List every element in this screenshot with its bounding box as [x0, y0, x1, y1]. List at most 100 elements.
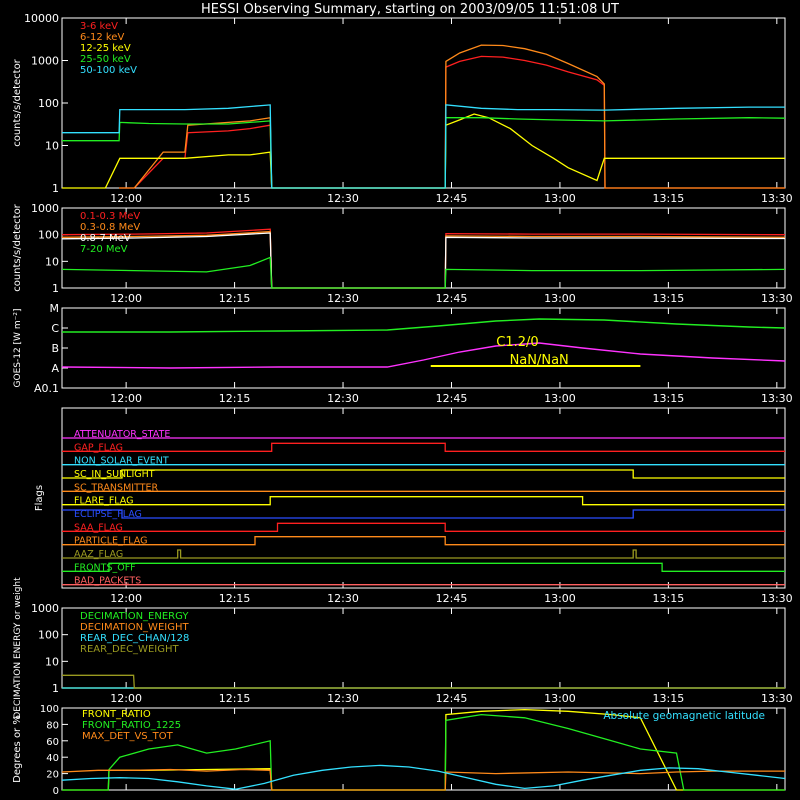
rates-ytick-label: 100 — [38, 97, 59, 110]
decimation-legend-0: DECIMATION_ENERGY — [80, 611, 189, 622]
mev-xtick-label: 12:00 — [110, 292, 142, 305]
mev-legend-2: 0.8-7 MeV — [80, 233, 131, 244]
rates-legend-3: 25-50 keV — [80, 54, 131, 65]
decimation-xtick-label: 13:15 — [653, 692, 685, 705]
ratio-ylabel: Degrees or % — [12, 715, 23, 783]
goes-ytick-label: A0.1 — [34, 382, 59, 395]
ratio-legend-1: FRONT_RATIO_1225 — [82, 720, 181, 731]
goes-xtick-label: 13:15 — [653, 392, 685, 405]
flag-label-11: BAD_PACKETS — [74, 576, 141, 587]
goes-ytick-label: A — [51, 362, 59, 375]
decimation-legend-2: REAR_DEC_CHAN/128 — [80, 633, 189, 644]
mev-ytick-label: 10 — [45, 255, 59, 268]
decimation-legend-3: REAR_DEC_WEIGHT — [80, 644, 179, 655]
mev-series-3 — [61, 256, 786, 289]
ratio-ytick-label: 60 — [46, 737, 59, 748]
goes-xtick-label: 12:30 — [327, 392, 359, 405]
goes-ytick-label: M — [50, 302, 60, 315]
decimation-ytick-label: 100 — [38, 629, 59, 642]
mev-ytick-label: 1 — [52, 282, 59, 295]
flags-xtick-label: 13:00 — [544, 592, 576, 605]
rates-ytick-label: 10 — [45, 140, 59, 153]
flag-label-5: FLARE_FLAG — [74, 496, 134, 507]
mev-legend-1: 0.3-0.8 MeV — [80, 222, 140, 233]
rates-ytick-label: 10000 — [24, 12, 59, 25]
mev-xtick-label: 12:45 — [436, 292, 468, 305]
ratio-series-2 — [61, 768, 785, 791]
flag-line-10 — [62, 562, 785, 572]
ratio-ytick-label: 40 — [46, 753, 59, 764]
flag-label-0: ATTENUATOR_STATE — [74, 429, 170, 440]
rates-ytick-label: 1 — [52, 182, 59, 195]
ratio-ytick-label: 0 — [53, 786, 59, 797]
flags-xtick-label: 12:00 — [110, 592, 142, 605]
mev-panel: 12:00 12:15 12:30 12:45 13:00 13:15 13:30 1 10 10… — [12, 202, 793, 305]
flag-label-4: SC_TRANSMITTER — [74, 482, 159, 493]
goes-series-0 — [62, 318, 786, 333]
flag-line-7 — [62, 522, 785, 532]
flags-xtick-label: 12:15 — [219, 592, 251, 605]
flag-line-6 — [62, 509, 785, 519]
mev-xtick-label: 13:15 — [653, 292, 685, 305]
rates-xtick-label: 12:15 — [219, 192, 251, 205]
goes-ytick-label: B — [51, 342, 59, 355]
mev-ytick-label: 1000 — [31, 202, 59, 215]
rates-legend-0: 3-6 keV — [80, 21, 118, 32]
goes-ytick-label: C — [51, 322, 59, 335]
ratio-series-3 — [61, 764, 786, 790]
mev-ylabel: counts/s/detector — [12, 203, 23, 291]
flag-line-1 — [62, 442, 785, 452]
rates-xtick-label: 12:45 — [436, 192, 468, 205]
ratio-ytick-label: 100 — [40, 704, 59, 715]
ratio-annotation: Absolute geomagnetic latitude — [603, 710, 765, 722]
flag-label-3: SC_IN_SUNLIGHT — [74, 469, 155, 480]
flag-line-8 — [62, 536, 785, 546]
rates-series-2 — [62, 113, 785, 189]
rates-legend-1: 6-12 keV — [80, 32, 124, 43]
decimation-xtick-label: 12:15 — [219, 692, 251, 705]
decimation-ylabel: DECIMATION ENERGY or weight — [13, 577, 23, 719]
decimation-ytick-label: 1000 — [31, 602, 59, 615]
rates-xtick-label: 13:00 — [544, 192, 576, 205]
flags-ylabel: Flags — [34, 485, 45, 511]
flags-xtick-label: 13:15 — [653, 592, 685, 605]
flags-xtick-label: 12:30 — [327, 592, 359, 605]
rates-series-4 — [62, 104, 785, 189]
flag-label-1: GAP_FLAG — [74, 442, 123, 453]
flag-line-9 — [62, 549, 785, 559]
rates-xtick-label: 13:30 — [761, 192, 793, 205]
goes-xtick-label: 13:30 — [761, 392, 793, 405]
goes-annotation-2: NaN/NaN — [510, 353, 569, 368]
mev-xtick-label: 12:30 — [327, 292, 359, 305]
flag-label-8: PARTICLE_FLAG — [74, 536, 147, 547]
goes-xtick-label: 12:00 — [110, 392, 142, 405]
flag-line-3 — [62, 469, 785, 479]
goes-series-1 — [61, 342, 786, 369]
rates-xtick-label: 12:30 — [327, 192, 359, 205]
rates-legend-2: 12-25 keV — [80, 43, 131, 54]
rates-panel: 12:00 12:15 12:30 12:45 13:00 13:15 13:30 1 10 10… — [12, 12, 793, 205]
goes-xtick-label: 12:15 — [219, 392, 251, 405]
ratio-ytick-label: 80 — [46, 720, 59, 731]
flags-frame — [61, 407, 786, 589]
mev-xtick-label: 13:30 — [761, 292, 793, 305]
flag-line-5 — [62, 496, 785, 506]
flag-label-10: FRONTS_OFF — [74, 562, 136, 573]
mev-xtick-label: 13:00 — [544, 292, 576, 305]
flags-panel: 12:00 12:15 12:30 12:45 13:00 13:15 13:30 Flags… — [34, 407, 793, 605]
flags-xtick-label: 13:30 — [761, 592, 793, 605]
goes-ylabel: GOES-12 [W m⁻²] — [13, 309, 23, 388]
goes-annotation: C1.2/0 — [496, 335, 538, 350]
flag-label-2: NON_SOLAR_EVENT — [74, 456, 169, 467]
mev-legend-0: 0.1-0.3 MeV — [80, 211, 140, 222]
flags-xtick-label: 12:45 — [436, 592, 468, 605]
flag-label-6: ECLIPSE_FLAG — [74, 509, 142, 520]
decimation-xtick-label: 12:30 — [327, 692, 359, 705]
ratio-ytick-label: 20 — [46, 770, 59, 781]
decimation-xtick-label: 13:30 — [761, 692, 793, 705]
decimation-xtick-label: 13:00 — [544, 692, 576, 705]
ratio-panel: 0 20 40 60 80 100 Degrees or % FRONT_RATIOFRONT… — [12, 704, 786, 797]
rates-ylabel: counts/s/detector — [12, 58, 23, 146]
decimation-ytick-label: 10 — [45, 655, 59, 668]
mev-ytick-label: 100 — [38, 229, 59, 242]
